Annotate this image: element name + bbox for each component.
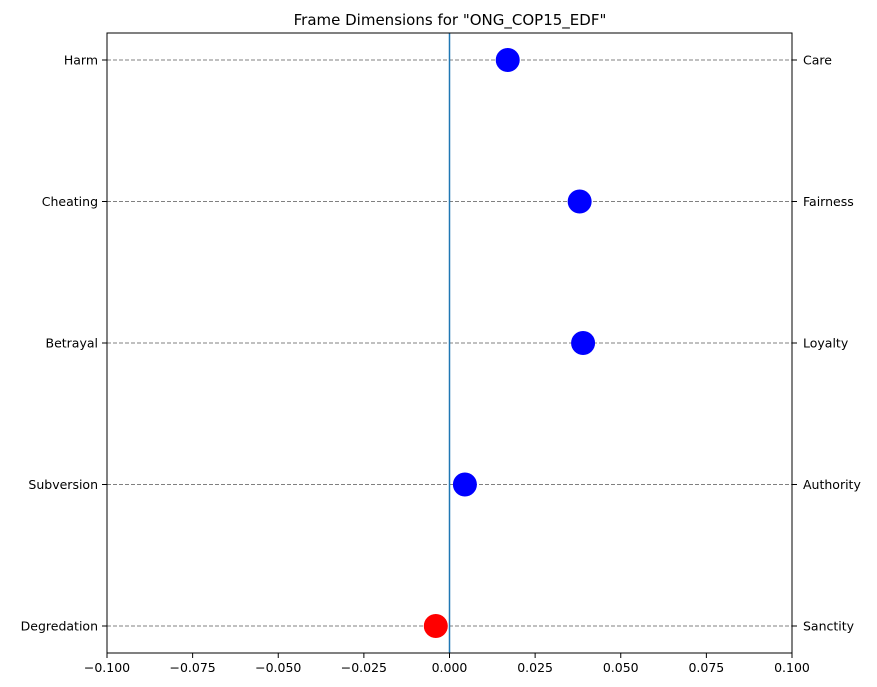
plot-area: −0.100 −0.075 −0.050 −0.025 0.000 0.025 0.050 0… xyxy=(21,32,861,675)
y-label-left: Cheating xyxy=(42,194,98,209)
y-label-right: Care xyxy=(803,53,832,68)
x-tick-label: 0.050 xyxy=(603,660,639,675)
y-label-right: Sanctity xyxy=(803,619,855,634)
y-label-left: Harm xyxy=(64,53,98,68)
x-tick-label: −0.025 xyxy=(341,660,387,675)
data-point xyxy=(567,189,592,214)
data-point xyxy=(452,472,477,497)
y-label-left: Degredation xyxy=(21,619,98,634)
x-tick-label: 0.100 xyxy=(774,660,810,675)
y-label-right: Authority xyxy=(803,477,861,492)
y-label-left: Betrayal xyxy=(46,336,99,351)
x-tick-label: −0.075 xyxy=(169,660,215,675)
y-label-right: Loyalty xyxy=(803,336,849,351)
data-point xyxy=(571,331,596,355)
x-tick-label: 0.000 xyxy=(432,660,468,675)
data-point xyxy=(495,48,520,72)
x-tick-label: 0.075 xyxy=(688,660,724,675)
data-point xyxy=(423,614,448,638)
y-label-right: Fairness xyxy=(803,194,854,209)
x-tick-label: −0.050 xyxy=(255,660,301,675)
x-tick-label: −0.100 xyxy=(84,660,130,675)
chart-title: Frame Dimensions for "ONG_COP15_EDF" xyxy=(294,11,607,30)
x-tick-label: 0.025 xyxy=(517,660,553,675)
y-label-left: Subversion xyxy=(28,477,98,492)
